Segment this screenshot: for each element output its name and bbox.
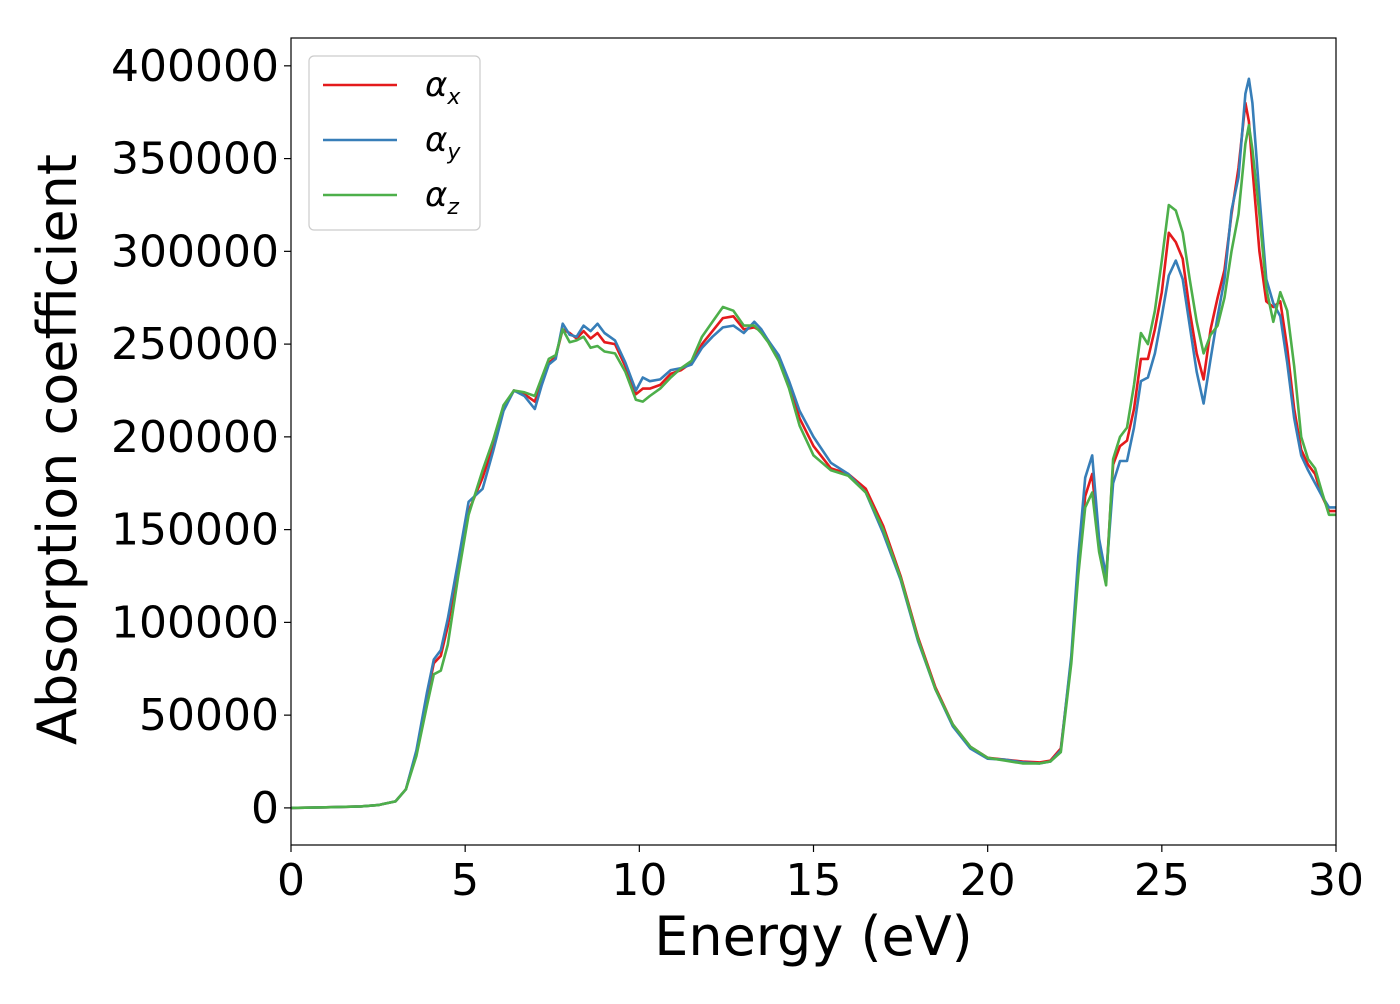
x-tick-label: 5 <box>451 855 479 906</box>
x-tick-label: 15 <box>786 855 842 906</box>
x-tick-label: 30 <box>1308 855 1364 906</box>
plot-frame <box>290 37 1337 846</box>
x-tick-label: 0 <box>277 855 305 906</box>
x-tick-label: 20 <box>960 855 1016 906</box>
legend: αx αy αz <box>308 55 481 231</box>
y-tick-label: 200000 <box>111 412 279 463</box>
y-tick-label: 400000 <box>111 41 279 92</box>
legend-box <box>308 55 481 231</box>
y-tick-label: 100000 <box>111 597 279 648</box>
x-tick-label: 10 <box>611 855 667 906</box>
y-tick-label: 300000 <box>111 226 279 277</box>
x-axis-ticks: 0 5 10 15 20 25 30 <box>277 845 1364 906</box>
legend-label: αz <box>425 175 459 220</box>
y-tick-label: 0 <box>251 783 279 834</box>
series-lines <box>290 77 1336 810</box>
x-tick-label: 25 <box>1134 855 1190 906</box>
y-tick-label: 350000 <box>111 134 279 185</box>
series-line-z <box>290 123 1336 810</box>
y-axis-label: Absorption coefficient <box>26 154 89 745</box>
legend-label: αx <box>425 65 461 110</box>
y-tick-label: 50000 <box>139 690 279 741</box>
x-axis-label: Energy (eV) <box>654 905 973 968</box>
y-tick-label: 250000 <box>111 319 279 370</box>
y-axis-ticks: 0 50000 100000 150000 200000 250000 300000 3500… <box>111 41 291 834</box>
legend-label: αy <box>425 120 461 165</box>
series-line-x <box>290 101 1336 810</box>
y-tick-label: 150000 <box>111 505 279 556</box>
